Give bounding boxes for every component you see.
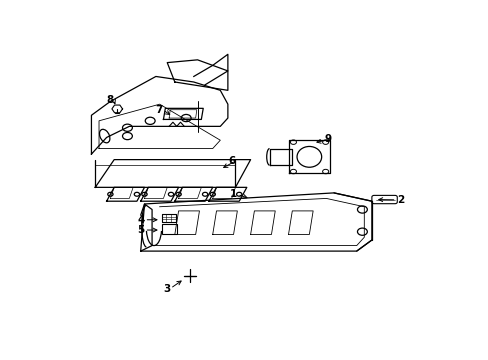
Text: 9: 9	[324, 134, 331, 144]
Text: 5: 5	[137, 225, 144, 235]
Text: 2: 2	[396, 195, 403, 205]
Text: 3: 3	[163, 284, 170, 293]
Text: 4: 4	[137, 215, 144, 225]
Text: 6: 6	[227, 156, 235, 166]
Text: 8: 8	[106, 95, 113, 105]
Bar	[161, 214, 176, 222]
Bar	[161, 225, 177, 234]
Text: 1: 1	[229, 189, 237, 199]
Text: 7: 7	[155, 105, 162, 115]
